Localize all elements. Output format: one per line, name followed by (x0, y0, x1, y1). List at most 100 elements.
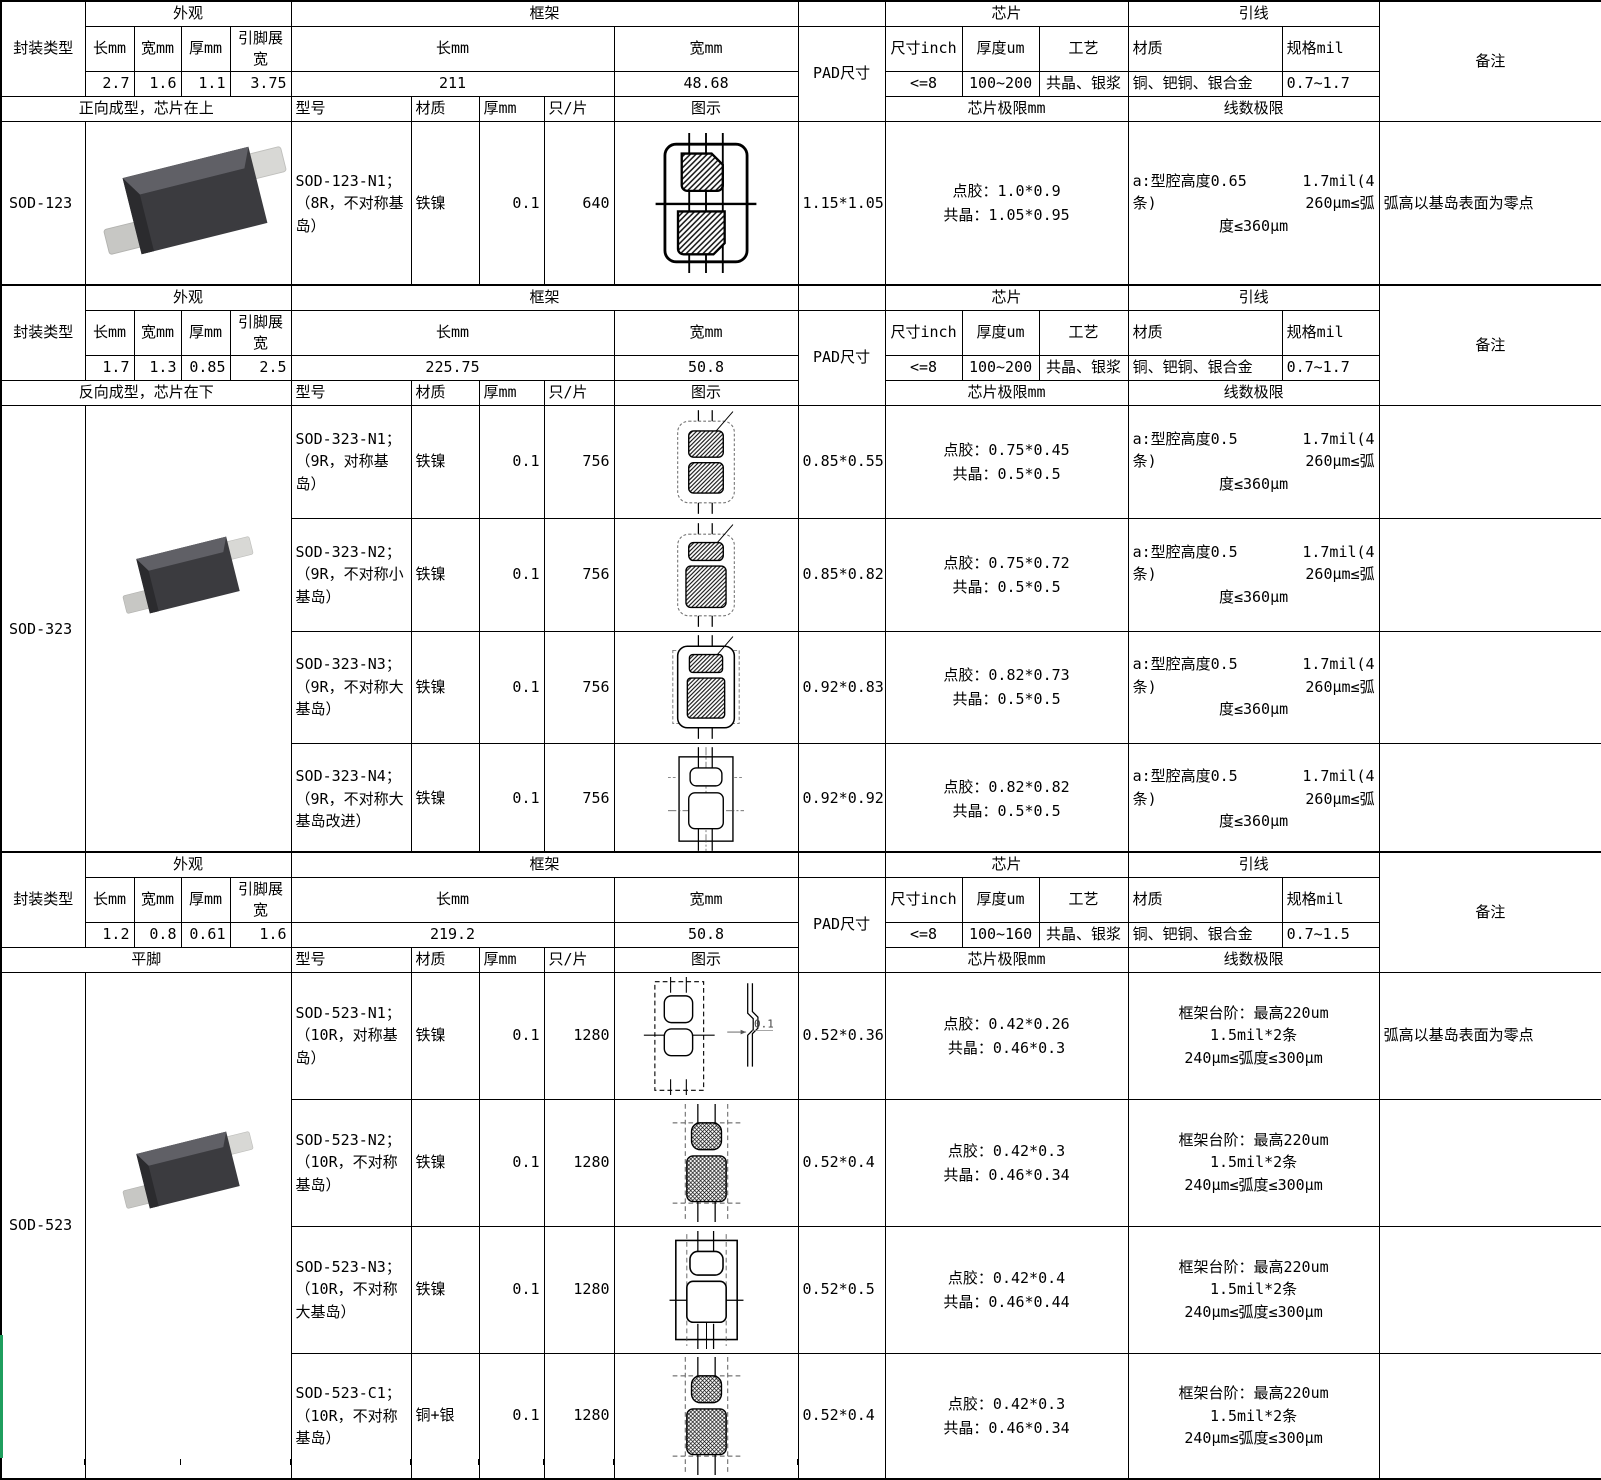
cell-material[interactable]: 铁镍 (410, 1225, 480, 1354)
cell-thickness[interactable]: 0.1 (478, 517, 545, 632)
header-frame[interactable]: 框架 (290, 0, 799, 27)
header-appearance[interactable]: 外观 (84, 284, 292, 311)
header-pcs[interactable]: 只/片 (543, 379, 615, 406)
value-width[interactable]: 0.8 (133, 921, 182, 948)
header-frame-length[interactable]: 长mm (290, 876, 615, 923)
header-process[interactable]: 工艺 (1038, 876, 1129, 923)
value-wire-material[interactable]: 铜、钯铜、银合金 (1127, 70, 1283, 97)
header-model[interactable]: 型号 (290, 95, 412, 122)
cell-wire-limit[interactable]: 框架台阶：最高220um 1.5mil*2条 240μm≤弧度≤300μm (1127, 971, 1380, 1100)
cell-pad-size[interactable]: 0.52*0.36 (797, 971, 886, 1100)
cell-pad-size[interactable]: 0.92*0.92 (797, 742, 886, 856)
header-wire-material[interactable]: 材质 (1127, 309, 1283, 356)
header-size-inch[interactable]: 尺寸inch (884, 25, 963, 72)
molding-type-cell[interactable]: 反向成型，芯片在下 (0, 379, 292, 406)
cell-diagram[interactable] (613, 404, 799, 519)
package-name-cell[interactable]: SOD-323 (0, 404, 86, 856)
cell-diagram[interactable]: 0.12 (613, 971, 799, 1100)
cell-thickness[interactable]: 0.1 (478, 742, 545, 856)
header-frame[interactable]: 框架 (290, 284, 799, 311)
header-pcs[interactable]: 只/片 (543, 95, 615, 122)
cell-diagram[interactable] (613, 630, 799, 744)
cell-pcs[interactable]: 1280 (543, 1098, 615, 1227)
header-thickness-um[interactable]: 厚度um (961, 309, 1040, 356)
cell-thickness[interactable]: 0.1 (478, 1225, 545, 1354)
cell-remark[interactable]: 弧高以基岛表面为零点 (1378, 120, 1601, 287)
cell-pcs[interactable]: 756 (543, 517, 615, 632)
cell-model[interactable]: SOD-523-N3；（10R，不对称大基岛） (290, 1225, 412, 1354)
value-wire-material[interactable]: 铜、钯铜、银合金 (1127, 921, 1283, 948)
header-lead-span[interactable]: 引脚展宽 (229, 309, 292, 356)
value-frame-length[interactable]: 225.75 (290, 354, 615, 381)
header-frame-length[interactable]: 长mm (290, 25, 615, 72)
header-remark[interactable]: 备注 (1378, 0, 1601, 122)
header-package-type[interactable]: 封装类型 (0, 284, 86, 381)
cell-pcs[interactable]: 640 (543, 120, 615, 287)
spacer-cell[interactable] (797, 851, 886, 878)
cell-diagram[interactable] (613, 1352, 799, 1480)
value-width[interactable]: 1.6 (133, 70, 182, 97)
cell-chip-limit[interactable]: 点胶：0.42*0.26 共晶：0.46*0.3 (884, 971, 1129, 1100)
cell-diagram[interactable] (613, 517, 799, 632)
header-thk[interactable]: 厚mm (478, 379, 545, 406)
header-spec-mil[interactable]: 规格mil (1281, 309, 1380, 356)
cell-diagram[interactable] (613, 1225, 799, 1354)
header-frame-width[interactable]: 宽mm (613, 25, 799, 72)
cell-material[interactable]: 铁镍 (410, 1098, 480, 1227)
value-lead-span[interactable]: 1.6 (229, 921, 292, 948)
cell-remark[interactable] (1378, 742, 1601, 856)
header-lead-span[interactable]: 引脚展宽 (229, 25, 292, 72)
cell-diagram[interactable] (613, 1098, 799, 1227)
header-thickness-mm[interactable]: 厚mm (180, 876, 231, 923)
header-package-type[interactable]: 封装类型 (0, 0, 86, 97)
value-lead-span[interactable]: 3.75 (229, 70, 292, 97)
cell-chip-limit[interactable]: 点胶：0.82*0.82 共晶：0.5*0.5 (884, 742, 1129, 856)
value-spec-mil[interactable]: 0.7~1.7 (1281, 70, 1380, 97)
molding-type-cell[interactable]: 正向成型，芯片在上 (0, 95, 292, 122)
cell-diagram[interactable] (613, 120, 799, 287)
header-wire-material[interactable]: 材质 (1127, 876, 1283, 923)
header-diagram[interactable]: 图示 (613, 946, 799, 973)
cell-pcs[interactable]: 756 (543, 630, 615, 744)
value-thickness-um[interactable]: 100~200 (961, 70, 1040, 97)
cell-remark[interactable] (1378, 630, 1601, 744)
cell-pad-size[interactable]: 0.52*0.4 (797, 1098, 886, 1227)
header-chip-limit[interactable]: 芯片极限mm (884, 379, 1129, 406)
cell-pcs[interactable]: 756 (543, 742, 615, 856)
cell-chip-limit[interactable]: 点胶：0.82*0.73 共晶：0.5*0.5 (884, 630, 1129, 744)
header-diagram[interactable]: 图示 (613, 379, 799, 406)
cell-remark[interactable]: 弧高以基岛表面为零点 (1378, 971, 1601, 1100)
header-chip-limit[interactable]: 芯片极限mm (884, 946, 1129, 973)
cell-pad-size[interactable]: 0.52*0.4 (797, 1352, 886, 1480)
value-length[interactable]: 2.7 (84, 70, 135, 97)
header-wire[interactable]: 引线 (1127, 0, 1380, 27)
cell-wire-limit[interactable]: a:型腔高度0.5 1.7mil(4 条) 260μm≤弧 度≤360μm (1127, 517, 1380, 632)
cell-thickness[interactable]: 0.1 (478, 120, 545, 287)
cell-wire-limit[interactable]: a:型腔高度0.5 1.7mil(4 条) 260μm≤弧 度≤360μm (1127, 742, 1380, 856)
header-wire-material[interactable]: 材质 (1127, 25, 1283, 72)
cell-remark[interactable] (1378, 1098, 1601, 1227)
cell-model[interactable]: SOD-323-N2；（9R，不对称小基岛） (290, 517, 412, 632)
cell-pad-size[interactable]: 0.85*0.82 (797, 517, 886, 632)
value-frame-width[interactable]: 48.68 (613, 70, 799, 97)
header-chip[interactable]: 芯片 (884, 851, 1129, 878)
header-thickness-um[interactable]: 厚度um (961, 876, 1040, 923)
cell-pcs[interactable]: 1280 (543, 971, 615, 1100)
header-remark[interactable]: 备注 (1378, 851, 1601, 973)
header-frame-width[interactable]: 宽mm (613, 876, 799, 923)
header-thk[interactable]: 厚mm (478, 946, 545, 973)
header-lead-span[interactable]: 引脚展宽 (229, 876, 292, 923)
header-thk[interactable]: 厚mm (478, 95, 545, 122)
header-process[interactable]: 工艺 (1038, 25, 1129, 72)
header-width-mm[interactable]: 宽mm (133, 876, 182, 923)
header-material[interactable]: 材质 (410, 946, 480, 973)
cell-chip-limit[interactable]: 点胶：0.75*0.72 共晶：0.5*0.5 (884, 517, 1129, 632)
header-model[interactable]: 型号 (290, 946, 412, 973)
cell-material[interactable]: 铁镍 (410, 120, 480, 287)
cell-material[interactable]: 铁镍 (410, 404, 480, 519)
header-appearance[interactable]: 外观 (84, 851, 292, 878)
value-size-inch[interactable]: <=8 (884, 70, 963, 97)
cell-material[interactable]: 铁镍 (410, 742, 480, 856)
value-frame-width[interactable]: 50.8 (613, 921, 799, 948)
value-process[interactable]: 共晶、银浆 (1038, 354, 1129, 381)
